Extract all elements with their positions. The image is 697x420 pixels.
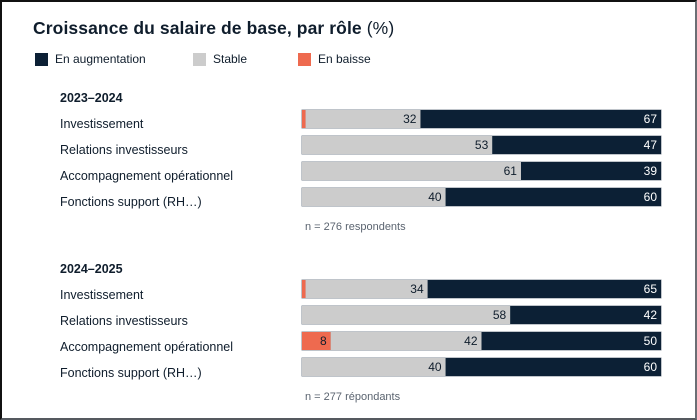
- chart-title-text: Croissance du salaire de base, par rôle: [33, 18, 362, 38]
- bar-segment-increase: [520, 162, 661, 180]
- row-label: Investissement: [60, 117, 144, 131]
- row-label: Relations investisseurs: [60, 143, 188, 157]
- legend-swatch-decrease: [298, 52, 311, 66]
- bar-segment-increase: [510, 306, 661, 324]
- bar-segment-stable: [302, 358, 446, 376]
- bar-segment-stable: [302, 162, 521, 180]
- bar-segment-increase: [445, 358, 661, 376]
- bar-value-label-increase: 42: [644, 308, 658, 322]
- bar-value-label-stable: 40: [428, 190, 442, 204]
- bar-value-label-increase: 47: [644, 138, 658, 152]
- sample-size-note: n = 277 répondants: [305, 391, 401, 403]
- bar-value-label-stable: 58: [493, 308, 507, 322]
- legend-swatch-increase: [35, 52, 48, 66]
- row-label: Fonctions support (RH…): [60, 366, 202, 380]
- legend-item-increase: En augmentation: [35, 52, 146, 66]
- bar-value-label-stable: 61: [504, 164, 518, 178]
- bar-segment-stable: [302, 306, 511, 324]
- chart-title: Croissance du salaire de base, par rôle …: [33, 18, 394, 39]
- legend-label-increase: En augmentation: [55, 52, 146, 66]
- bar-value-label-stable: 53: [475, 138, 489, 152]
- bar-segment-stable: [302, 136, 493, 154]
- row-label: Accompagnement opérationnel: [60, 169, 234, 183]
- bar-value-label-increase: 60: [644, 360, 658, 374]
- bar-segment-stable: [302, 188, 446, 206]
- bar-value-label-stable: 32: [403, 112, 417, 126]
- bar-segment-increase: [481, 332, 661, 350]
- bar-value-label-stable: 40: [428, 360, 442, 374]
- bar-segment-increase: [445, 188, 661, 206]
- legend-item-stable: Stable: [193, 52, 247, 66]
- bar-segment-increase: [420, 110, 661, 128]
- row-label: Accompagnement opérationnel: [60, 340, 234, 354]
- legend-swatch-stable: [193, 52, 206, 66]
- bar-value-label-increase: 39: [644, 164, 658, 178]
- row-label: Investissement: [60, 288, 144, 302]
- row-label: Relations investisseurs: [60, 314, 188, 328]
- legend-label-decrease: En baisse: [318, 52, 371, 66]
- bar-segment-stable: [330, 332, 482, 350]
- bar-segment-stable: [305, 110, 421, 128]
- panel-title-2023-2024: 2023–2024: [60, 91, 123, 105]
- sample-size-note: n = 276 respondents: [305, 221, 406, 233]
- panel-title-2024-2025: 2024–2025: [60, 262, 123, 276]
- bar-value-label-increase: 65: [644, 282, 658, 296]
- bar-segment-increase: [492, 136, 661, 154]
- bar-value-label-stable: 42: [464, 334, 478, 348]
- bar-segment-decrease: [302, 280, 306, 298]
- bar-segment-decrease: [302, 332, 331, 350]
- legend-item-decrease: En baisse: [298, 52, 371, 66]
- bar-segment-stable: [305, 280, 428, 298]
- bar-segment-increase: [427, 280, 661, 298]
- bar-value-label-stable: 34: [410, 282, 424, 296]
- row-label: Fonctions support (RH…): [60, 195, 202, 209]
- bar-value-label-increase: 67: [644, 112, 658, 126]
- bar-value-label-increase: 60: [644, 190, 658, 204]
- bar-segment-decrease: [302, 110, 306, 128]
- bar-value-label-increase: 50: [644, 334, 658, 348]
- chart-title-unit: (%): [366, 18, 395, 38]
- legend-label-stable: Stable: [213, 52, 248, 66]
- bar-value-label-decrease: 8: [320, 334, 327, 348]
